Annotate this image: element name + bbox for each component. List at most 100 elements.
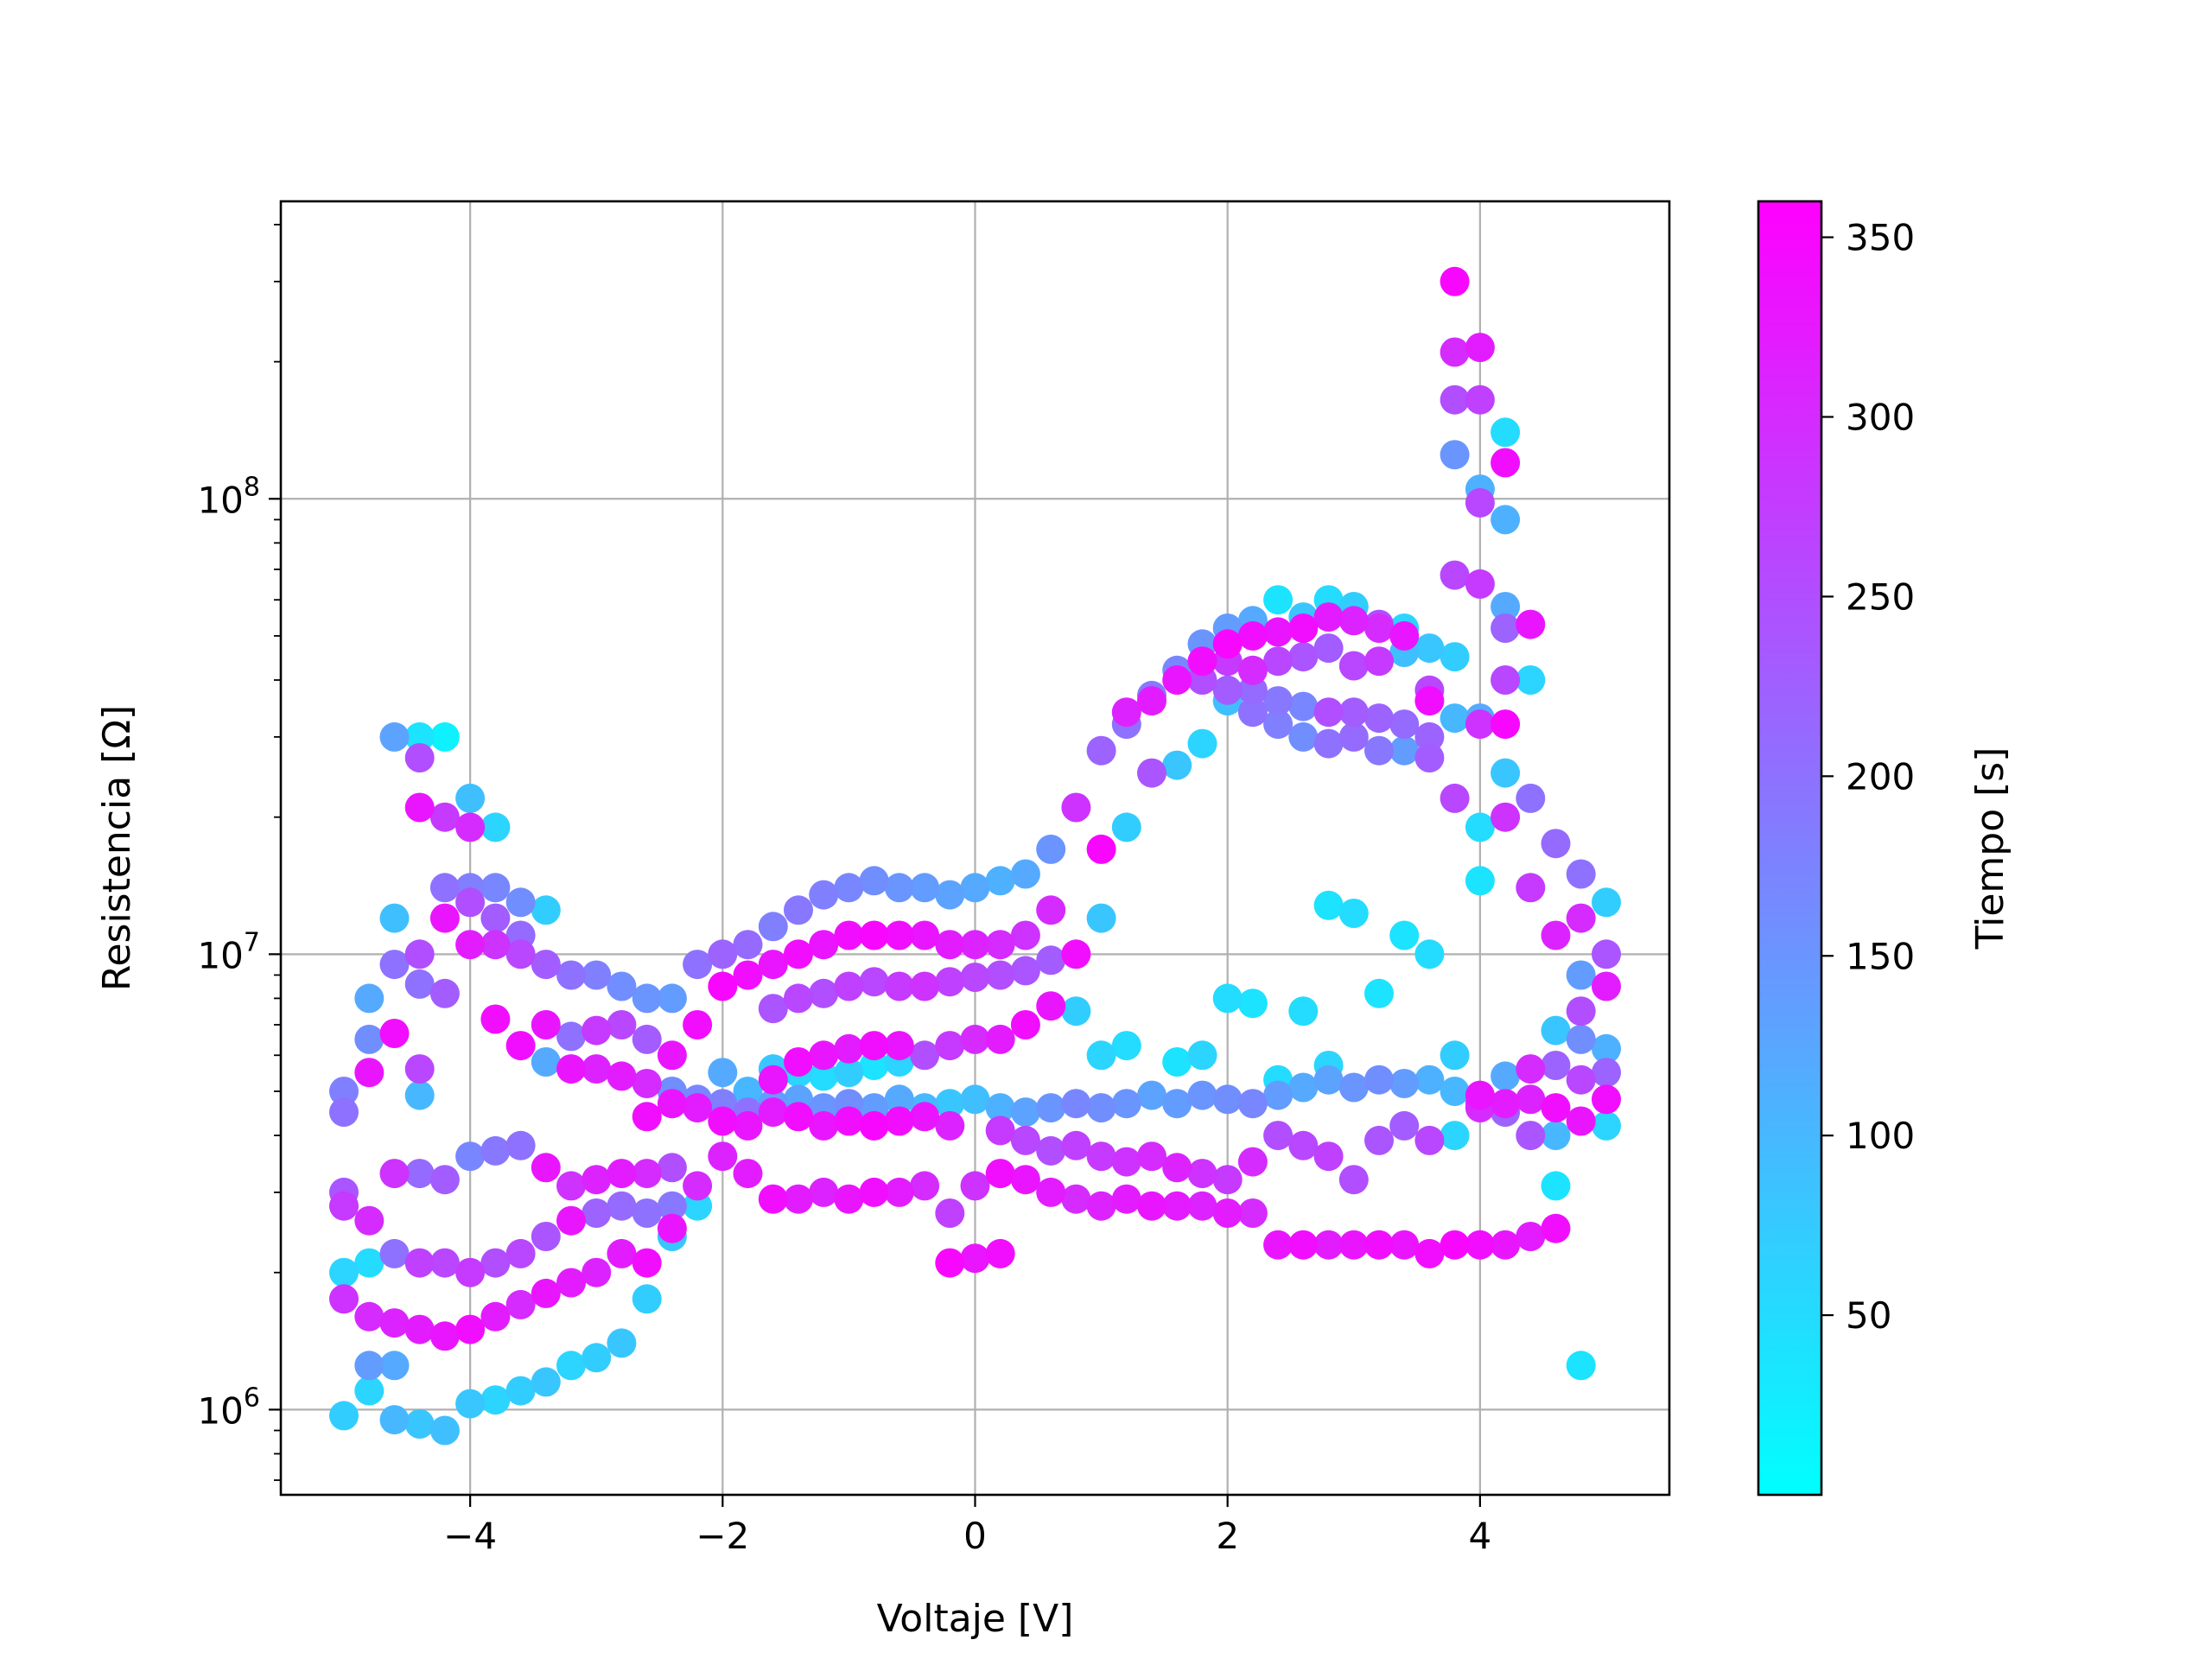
data-point [1414, 1065, 1445, 1095]
data-point [809, 1040, 839, 1071]
data-point [1313, 890, 1344, 920]
data-point [683, 950, 713, 980]
data-point [1288, 1072, 1319, 1103]
data-point [1364, 1230, 1394, 1260]
colorbar-tick-label: 50 [1846, 1294, 1891, 1337]
data-point [1440, 1040, 1470, 1071]
data-point [1313, 728, 1344, 759]
data-point [1111, 1089, 1141, 1119]
data-point [1389, 920, 1420, 950]
data-point [1137, 1191, 1166, 1221]
data-point [1440, 1230, 1470, 1260]
data-point [632, 1102, 662, 1132]
data-point [1212, 629, 1243, 659]
data-point [1414, 1238, 1445, 1268]
data-point [1338, 697, 1369, 728]
data-point [354, 1351, 385, 1381]
data-point [1440, 642, 1470, 672]
data-point [1086, 1093, 1116, 1123]
data-point [935, 1248, 965, 1278]
data-point [379, 1019, 410, 1048]
data-point [935, 967, 965, 997]
data-point [505, 1130, 536, 1160]
data-point [379, 1351, 410, 1381]
data-point [1592, 1110, 1621, 1141]
data-point [1566, 1106, 1596, 1136]
data-point [985, 1238, 1015, 1268]
colorbar-tick-label: 100 [1846, 1115, 1915, 1157]
data-point [708, 939, 738, 969]
data-point [683, 1191, 713, 1221]
data-point [632, 1248, 662, 1278]
data-point [531, 1367, 561, 1397]
data-point [1137, 758, 1166, 788]
data-point [1566, 859, 1596, 889]
data-point [758, 994, 788, 1024]
data-point [1237, 1147, 1268, 1177]
data-point [834, 1106, 864, 1136]
data-point [834, 1058, 864, 1088]
data-point [1465, 333, 1495, 363]
data-point [985, 1159, 1015, 1189]
data-point [379, 950, 410, 980]
data-point [1516, 665, 1546, 695]
data-point [1187, 1159, 1217, 1189]
data-point [1566, 960, 1596, 990]
data-point [1137, 1080, 1166, 1110]
data-point [354, 983, 385, 1014]
data-point [960, 873, 990, 903]
data-point [1263, 646, 1294, 677]
data-point [1541, 1093, 1571, 1123]
data-point [1541, 1051, 1571, 1080]
data-point [1111, 697, 1141, 728]
data-point [556, 960, 586, 990]
data-point [582, 1015, 612, 1046]
data-point [1541, 1171, 1571, 1201]
data-point [1263, 1230, 1294, 1260]
data-point [859, 866, 889, 896]
data-point [834, 873, 864, 903]
data-point [1465, 1230, 1495, 1260]
data-point [1010, 1165, 1040, 1195]
data-point [531, 1010, 561, 1039]
data-point [531, 950, 561, 980]
data-point [379, 721, 410, 752]
data-point [556, 1268, 586, 1298]
data-point [455, 1257, 486, 1287]
data-point [429, 1321, 460, 1351]
data-point [1162, 750, 1192, 780]
data-point [582, 1257, 612, 1287]
data-point [1010, 920, 1040, 950]
data-point [1516, 1054, 1546, 1084]
data-point [556, 1351, 586, 1381]
colorbar-tick-label: 300 [1846, 397, 1915, 439]
data-point [1086, 903, 1116, 933]
data-point [480, 812, 511, 842]
data-point [1541, 829, 1571, 859]
data-point [1162, 1089, 1192, 1119]
data-point [1187, 1080, 1217, 1110]
data-point [480, 1301, 511, 1332]
data-point [1465, 812, 1495, 842]
data-point [632, 1159, 662, 1189]
data-point [354, 1376, 385, 1406]
data-point [455, 930, 486, 960]
data-point [1440, 1077, 1470, 1106]
data-point [884, 873, 914, 903]
data-point [657, 1040, 687, 1071]
data-point [657, 1153, 687, 1183]
data-point [1491, 505, 1521, 535]
data-point [733, 1110, 763, 1141]
data-point [683, 1010, 713, 1039]
data-point [1212, 983, 1243, 1014]
data-point [1338, 899, 1369, 928]
data-point [834, 920, 864, 950]
data-point [758, 950, 788, 980]
data-point [859, 920, 889, 950]
data-point [758, 1065, 788, 1095]
colorbar-tick-label: 150 [1846, 935, 1915, 977]
data-point [531, 1047, 561, 1077]
data-point [329, 1097, 359, 1128]
data-point [1541, 1213, 1571, 1243]
data-point [1566, 903, 1596, 933]
